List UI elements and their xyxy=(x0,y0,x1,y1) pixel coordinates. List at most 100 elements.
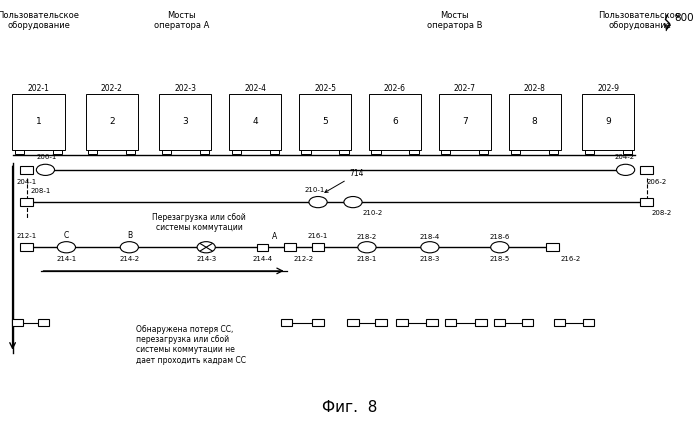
Circle shape xyxy=(344,197,362,208)
Bar xyxy=(281,319,292,326)
Bar xyxy=(441,150,450,154)
Circle shape xyxy=(309,197,327,208)
Bar xyxy=(229,94,281,150)
Bar xyxy=(53,150,62,154)
Bar xyxy=(396,319,408,326)
Bar xyxy=(20,243,33,251)
Bar xyxy=(270,150,279,154)
Text: 204-1: 204-1 xyxy=(17,179,36,185)
Text: 212-1: 212-1 xyxy=(17,233,36,239)
Text: 2: 2 xyxy=(109,117,115,126)
Text: 202-1: 202-1 xyxy=(27,83,50,92)
Bar xyxy=(546,243,559,251)
Bar xyxy=(38,319,49,326)
Text: Фиг.  8: Фиг. 8 xyxy=(322,400,377,415)
Bar xyxy=(301,150,310,154)
Text: 204-2: 204-2 xyxy=(614,154,634,160)
Circle shape xyxy=(358,242,376,253)
Bar xyxy=(494,319,505,326)
Text: B: B xyxy=(127,230,132,240)
Text: 208-1: 208-1 xyxy=(31,188,51,194)
Text: 202-8: 202-8 xyxy=(524,83,546,92)
Bar xyxy=(127,150,136,154)
Text: 206-2: 206-2 xyxy=(647,179,667,185)
Text: A: A xyxy=(272,232,278,241)
Text: 214-3: 214-3 xyxy=(196,256,216,262)
Bar xyxy=(231,150,240,154)
Bar xyxy=(200,150,209,154)
Text: 202-4: 202-4 xyxy=(244,83,266,92)
Bar xyxy=(12,319,23,326)
Text: Пользовательское
оборудование: Пользовательское оборудование xyxy=(598,11,681,30)
Text: 214-2: 214-2 xyxy=(120,256,139,262)
Bar xyxy=(426,319,438,326)
Bar xyxy=(20,166,33,174)
Bar xyxy=(347,319,359,326)
Circle shape xyxy=(197,242,215,253)
Text: 218-1: 218-1 xyxy=(356,256,377,262)
Text: 202-2: 202-2 xyxy=(101,83,123,92)
Bar xyxy=(257,244,268,251)
Circle shape xyxy=(491,242,509,253)
Text: 206-1: 206-1 xyxy=(36,154,57,160)
Text: 7: 7 xyxy=(462,117,468,126)
Text: 218-2: 218-2 xyxy=(357,233,377,240)
Text: Мосты
оператора А: Мосты оператора А xyxy=(154,11,210,30)
Bar xyxy=(375,319,387,326)
Text: 8: 8 xyxy=(532,117,538,126)
Bar xyxy=(161,150,171,154)
Text: 218-4: 218-4 xyxy=(420,233,440,240)
Bar xyxy=(15,150,24,154)
Text: 9: 9 xyxy=(605,117,611,126)
Text: 202-7: 202-7 xyxy=(454,83,476,92)
Bar xyxy=(369,94,421,150)
Bar xyxy=(584,150,593,154)
Circle shape xyxy=(421,242,439,253)
Bar xyxy=(312,319,324,326)
Text: Перезагрузка или сбой
системы коммутации: Перезагрузка или сбой системы коммутации xyxy=(152,213,246,232)
Circle shape xyxy=(120,242,138,253)
Text: Пользовательское
оборудование: Пользовательское оборудование xyxy=(0,11,80,30)
Text: 4: 4 xyxy=(252,117,258,126)
Text: 202-6: 202-6 xyxy=(384,83,406,92)
Bar xyxy=(445,319,456,326)
Bar xyxy=(20,198,33,206)
Bar xyxy=(522,319,533,326)
Bar xyxy=(583,319,594,326)
Text: 208-2: 208-2 xyxy=(651,210,672,216)
Bar xyxy=(13,94,64,150)
Text: Обнаружена потеря СС,
перезагрузка или сбой
системы коммутации не
дает проходить: Обнаружена потеря СС, перезагрузка или с… xyxy=(136,325,246,365)
Text: 216-2: 216-2 xyxy=(561,256,581,262)
Bar xyxy=(582,94,635,150)
Text: 3: 3 xyxy=(182,117,188,126)
Circle shape xyxy=(57,242,75,253)
Text: Мосты
оператора В: Мосты оператора В xyxy=(426,11,482,30)
Bar xyxy=(475,319,487,326)
Bar xyxy=(640,198,653,206)
Bar xyxy=(284,243,296,251)
Bar xyxy=(623,150,632,154)
Text: 212-2: 212-2 xyxy=(294,256,314,262)
Text: 214-4: 214-4 xyxy=(252,256,272,262)
Circle shape xyxy=(617,164,635,175)
Circle shape xyxy=(36,164,55,175)
Text: 202-3: 202-3 xyxy=(174,83,196,92)
Text: 5: 5 xyxy=(322,117,328,126)
Text: 218-5: 218-5 xyxy=(490,256,510,262)
Bar xyxy=(439,94,491,150)
Bar xyxy=(299,94,352,150)
Bar xyxy=(410,150,419,154)
Bar xyxy=(371,150,380,154)
Text: 6: 6 xyxy=(392,117,398,126)
Text: 218-3: 218-3 xyxy=(419,256,440,262)
Bar xyxy=(480,150,489,154)
Bar xyxy=(549,150,559,154)
Bar xyxy=(159,94,211,150)
Text: 210-2: 210-2 xyxy=(363,210,382,216)
Bar xyxy=(312,243,324,251)
Text: 214-1: 214-1 xyxy=(57,256,76,262)
Text: 714: 714 xyxy=(325,169,364,192)
Text: 1: 1 xyxy=(36,117,41,126)
Bar xyxy=(88,150,97,154)
Text: 216-1: 216-1 xyxy=(308,233,329,239)
